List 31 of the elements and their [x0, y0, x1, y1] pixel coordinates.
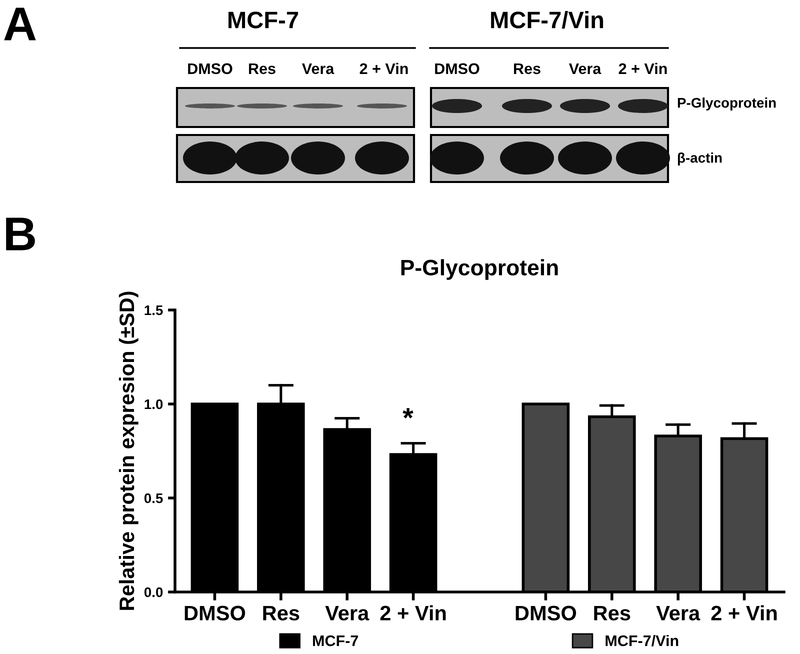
text: 2 + Vin — [618, 62, 667, 74]
text: MCF-7/Vin — [491, 10, 604, 29]
y-tick-label: 0.0 — [144, 587, 163, 598]
text: MCF-7 — [228, 12, 298, 28]
text: Vera — [568, 63, 602, 74]
text: Res — [514, 63, 540, 74]
text: A — [4, 8, 36, 40]
x-tick-label: Res — [263, 606, 300, 620]
y-tick-label: 0.5 — [144, 493, 163, 504]
text: DMSO — [188, 63, 232, 74]
text: 2 + Vin — [360, 62, 408, 74]
text: Vera — [302, 63, 334, 74]
x-tick-label: Vera — [656, 606, 700, 620]
x-tick-label: 2 + Vin — [711, 605, 777, 620]
chart-title: P-Glycoprotein — [401, 259, 558, 280]
text: DMSO — [435, 63, 480, 74]
x-tick-label: DMSO — [516, 606, 576, 620]
legend-label: MCF-7 — [313, 635, 358, 646]
y-tick-label: 1.0 — [144, 399, 163, 410]
text: P-Glycoprotein — [678, 98, 776, 110]
y-axis-title: Relative protein expresion (±SD) — [118, 292, 138, 610]
y-tick-label: 1.5 — [144, 305, 163, 316]
annotation: * — [402, 408, 414, 418]
x-tick-label: Res — [594, 606, 630, 620]
text: β-actin — [678, 152, 722, 166]
x-tick-label: 2 + Vin — [380, 605, 446, 620]
text: Res — [249, 63, 276, 74]
text: B — [6, 218, 35, 250]
x-tick-label: Vera — [325, 606, 370, 620]
legend-label: MCF-7/Vin — [606, 634, 678, 646]
x-tick-label: DMSO — [184, 606, 246, 620]
